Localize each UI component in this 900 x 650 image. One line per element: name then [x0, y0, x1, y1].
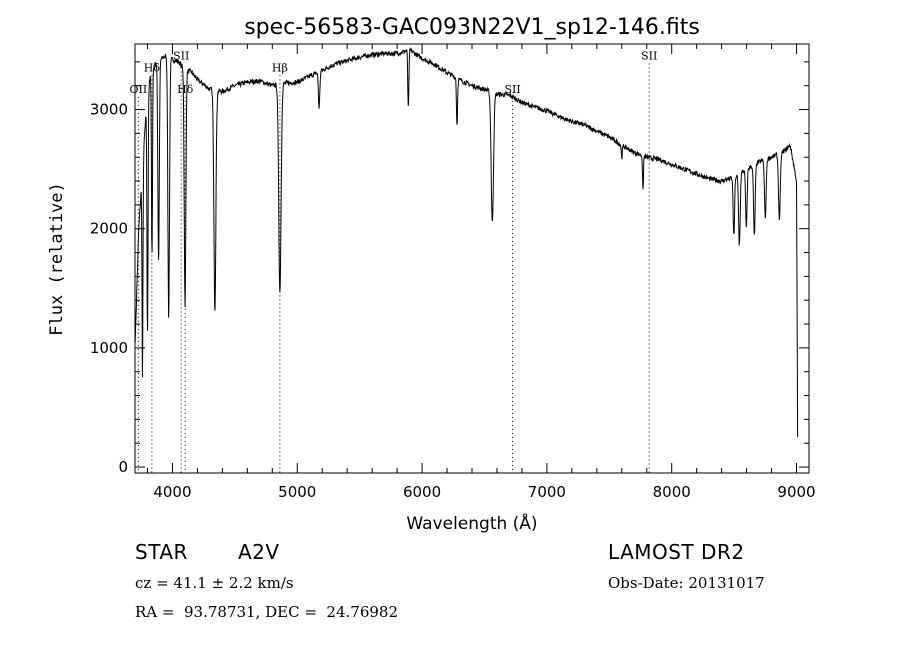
y-axis: 0 1000 2000 3000	[90, 61, 809, 476]
survey-name: LAMOST DR2	[608, 540, 745, 564]
observation-date: Obs-Date: 20131017	[608, 574, 765, 592]
x-tick-label: 5000	[278, 483, 316, 501]
y-tick-label: 3000	[90, 101, 128, 119]
line-marker-label: Hδ	[144, 61, 161, 74]
line-marker-label: Hβ	[272, 61, 288, 74]
plot-frame	[134, 43, 810, 474]
line-marker-label: Hδ	[177, 83, 194, 96]
redshift-readout: cz = 41.1 ± 2.2 km/s	[135, 574, 294, 592]
x-tick-label: 6000	[403, 483, 441, 501]
object-subclass: A2V	[238, 540, 280, 564]
x-tick-label: 4000	[153, 483, 191, 501]
object-class: STAR	[135, 540, 188, 564]
line-markers: OII Hδ SII Hδ Hβ SII SII	[130, 49, 657, 473]
chart-title: spec-56583-GAC093N22V1_sp12-146.fits	[244, 15, 700, 40]
y-tick-label: 2000	[90, 220, 128, 238]
x-axis: 4000 5000 6000 7000 8000 9000	[146, 44, 816, 501]
x-axis-label: Wavelength (Å)	[406, 512, 537, 534]
line-marker-label: OII	[130, 83, 148, 96]
line-marker-label: SII	[641, 49, 657, 62]
x-tick-label: 7000	[528, 483, 566, 501]
y-tick-label: 1000	[90, 339, 128, 357]
line-marker-label: SII	[173, 49, 189, 62]
x-tick-label: 8000	[653, 483, 691, 501]
x-tick-label: 9000	[777, 483, 815, 501]
y-axis-label: Flux (relative)	[47, 182, 67, 336]
coordinates-readout: RA = 93.78731, DEC = 24.76982	[135, 603, 399, 621]
line-marker-label: SII	[504, 83, 520, 96]
spectrum-series	[134, 46, 799, 438]
y-tick-label: 0	[118, 458, 128, 476]
flux-line	[134, 46, 799, 438]
